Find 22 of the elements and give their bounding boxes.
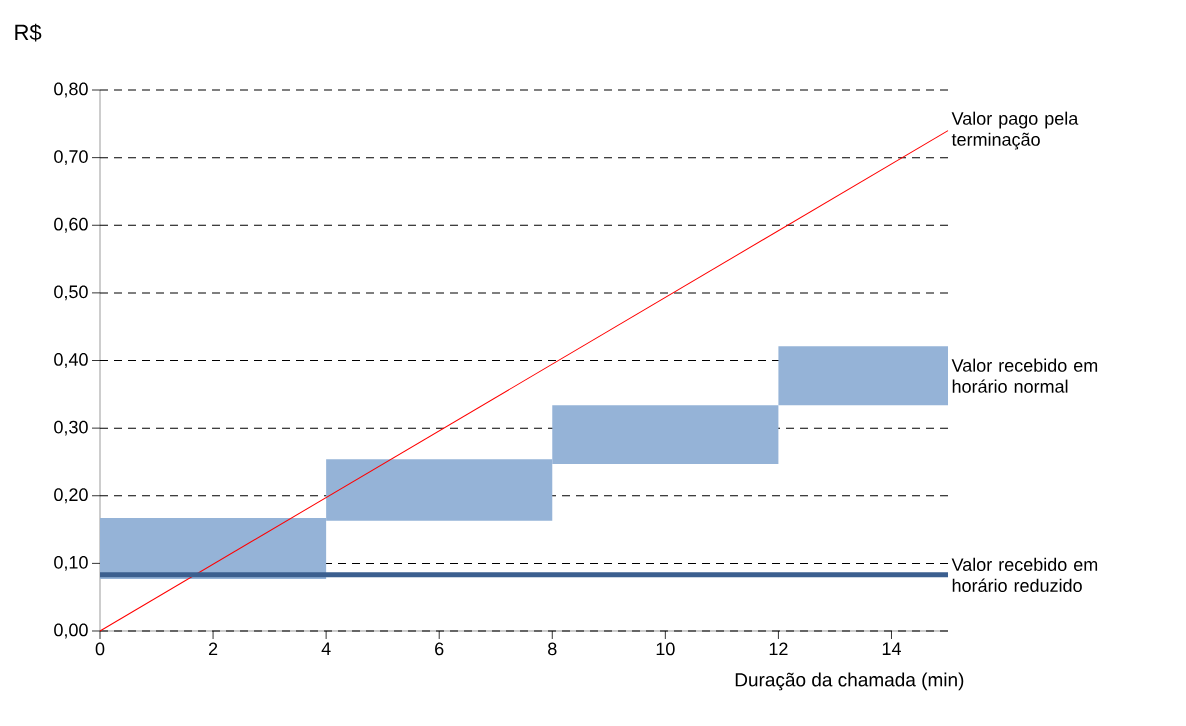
y-tick-label: 0,40 [54, 353, 88, 368]
y-tick-label: 0,70 [54, 150, 88, 166]
y-tick-label: 0,00 [54, 623, 88, 639]
series-label: Valor recebido em horário reduzido [951, 557, 1098, 592]
y-tick-label: 0,30 [54, 420, 88, 436]
series-label: Valor pago pela terminação [951, 111, 1079, 150]
y-tick-label: 0,80 [54, 82, 88, 98]
y-axis-title: R$ [15, 23, 42, 42]
y-tick-label: 0,50 [54, 285, 88, 301]
x-tick-label: 8 [548, 642, 557, 656]
series-label: Valor recebido em horário normal [951, 358, 1098, 393]
x-tick-label: 2 [208, 642, 218, 656]
y-tick-label: 0,10 [54, 555, 88, 571]
x-tick-label: 0 [95, 642, 105, 656]
x-tick-label: 10 [656, 642, 675, 656]
x-tick-label: 14 [882, 642, 901, 655]
x-tick-label: 6 [435, 642, 444, 656]
x-axis-title: Duração da chamada (min) [735, 672, 964, 691]
y-tick-label: 0,20 [54, 488, 88, 504]
x-tick-label: 12 [769, 642, 788, 656]
y-tick-label: 0,60 [54, 217, 88, 233]
x-tick-label: 4 [321, 642, 331, 655]
